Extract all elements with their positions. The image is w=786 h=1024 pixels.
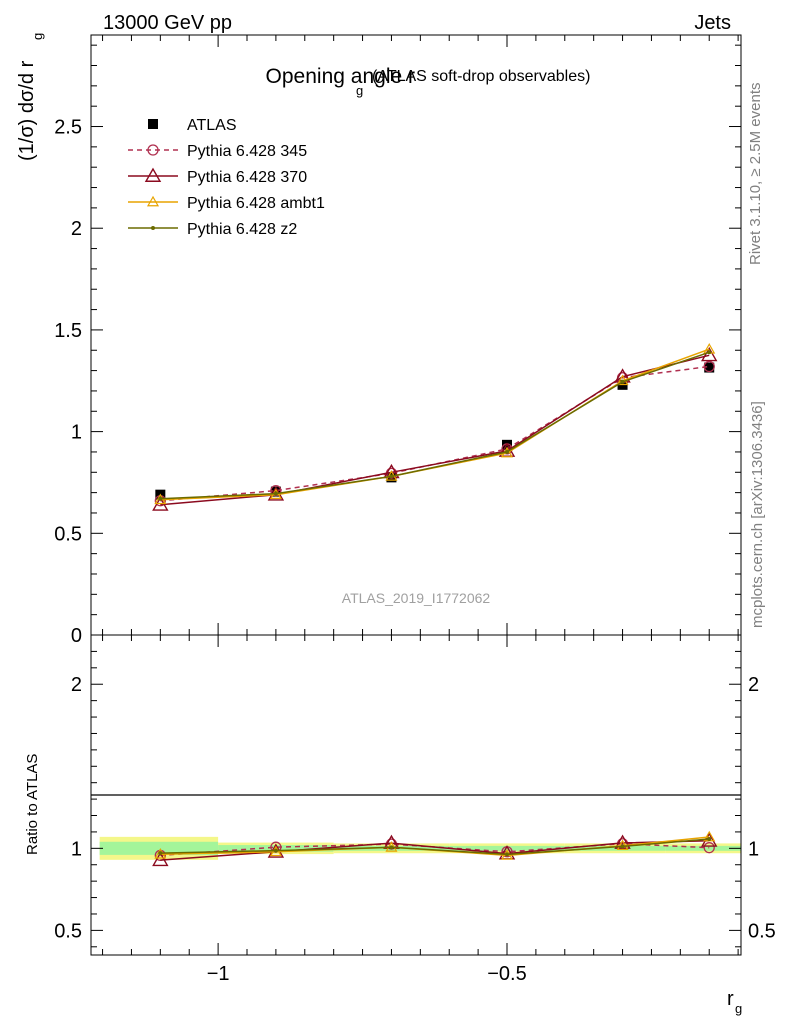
legend-label: Pythia 6.428 ambt1	[187, 195, 325, 212]
x-tick-label: −1	[207, 963, 230, 985]
ratio-y-tick-label-right: 2	[748, 674, 759, 696]
ratio-series-pythia-6-428-370-point	[152, 851, 169, 867]
main-series-group	[152, 343, 718, 511]
ratio-y-tick-labels: 0.5 0.5 1 1 2 2	[54, 674, 776, 942]
main-axis-ticks	[91, 35, 741, 636]
ratio-y-tick-label-left: 1	[71, 838, 82, 860]
x-tick-label: −0.5	[487, 963, 526, 985]
main-series-pythia-6-428-z2-point	[273, 491, 278, 496]
rivet-version-label: Rivet 3.1.10, ≥ 2.5M events	[747, 83, 764, 266]
legend-marker	[146, 195, 160, 207]
ratio-y-tick-label-right: 0.5	[748, 920, 776, 942]
main-series-pythia-6-428-z2-line	[160, 351, 710, 500]
plot-subtitle: (ATLAS soft-drop observables)	[372, 68, 590, 85]
main-series-pythia-6-428-z2-point	[158, 496, 163, 501]
plot-title-subscript: g	[356, 83, 363, 98]
y-axis-label-subscript: g	[30, 33, 45, 40]
main-series-pythia-6-428-370-line	[160, 354, 710, 506]
ratio-series-pythia-6-428-z2-point	[158, 851, 163, 856]
legend-marker	[151, 226, 155, 230]
legend-item-pythia-6-428-345: Pythia 6.428 345	[128, 143, 307, 160]
x-axis-label: r	[727, 988, 734, 1010]
legend-label: ATLAS	[187, 117, 237, 134]
legend-label: Pythia 6.428 370	[187, 169, 307, 186]
x-tick-labels: −1 −0.5	[207, 963, 527, 985]
ratio-series-pythia-6-428-370-line	[160, 840, 710, 861]
x-axis-label-subscript: g	[735, 1001, 742, 1016]
legend-marker	[147, 144, 159, 156]
main-series-pythia-6-428-z2	[158, 350, 712, 501]
ratio-series-pythia-6-428-z2-point	[620, 844, 625, 849]
main-y-tick-labels: 0 0.5 1 1.5 2 2.5	[54, 117, 82, 647]
main-series-pythia-6-428-z2-point	[505, 449, 509, 454]
plot-title: Opening angle r	[266, 65, 415, 88]
energy-label: 13000 GeV pp	[103, 12, 232, 34]
main-panel: 0 0.5 1 1.5 2 2.5 Opening angle r g (ATLAS so…	[16, 33, 742, 647]
main-y-tick-label: 0	[71, 625, 82, 647]
process-label: Jets	[694, 12, 731, 34]
legend-item-atlas: ATLAS	[148, 117, 237, 134]
ratio-axis-ticks	[91, 635, 741, 955]
ratio-band-green	[99, 841, 219, 855]
ratio-series-group	[152, 830, 718, 867]
analysis-watermark: ATLAS_2019_I1772062	[342, 590, 491, 606]
main-y-tick-label: 2.5	[54, 117, 82, 139]
legend-marker	[148, 119, 158, 129]
main-series-pythia-6-428-ambt1-point	[616, 374, 629, 386]
mcplots-label: mcplots.cern.ch [arXiv:1306.3436]	[749, 401, 766, 628]
main-series-pythia-6-428-ambt1-line	[160, 348, 710, 501]
legend: ATLAS Pythia 6.428 345 Pythia 6.428 370 Pyt…	[128, 117, 325, 238]
ratio-y-tick-label-left: 0.5	[54, 920, 82, 942]
ratio-band-green	[449, 845, 565, 851]
ratio-series-pythia-6-428-z2-point	[273, 848, 278, 853]
legend-item-pythia-6-428-ambt1: Pythia 6.428 ambt1	[128, 195, 325, 212]
main-series-atlas-point	[270, 486, 281, 497]
main-y-tick-label: 1.5	[54, 320, 82, 342]
legend-label: Pythia 6.428 z2	[187, 221, 297, 238]
legend-label: Pythia 6.428 345	[187, 143, 307, 160]
main-series-pythia-6-428-345	[154, 360, 715, 507]
main-y-tick-label: 1	[71, 422, 82, 444]
ratio-y-tick-label-right: 1	[748, 838, 759, 860]
ratio-series-pythia-6-428-z2	[158, 836, 712, 857]
main-series-pythia-6-428-370	[152, 346, 718, 511]
ratio-y-tick-label-left: 2	[71, 674, 82, 696]
main-y-tick-label: 0.5	[54, 523, 82, 545]
ratio-y-axis-label: Ratio to ATLAS	[24, 754, 41, 855]
main-series-pythia-6-428-345-point	[703, 360, 715, 373]
ratio-band-green	[665, 845, 741, 851]
main-series-pythia-6-428-z2-point	[389, 474, 394, 479]
main-series-pythia-6-428-z2-point	[620, 379, 625, 384]
ratio-series-pythia-6-428-345-point	[703, 842, 715, 854]
ratio-panel: 0.5 0.5 1 1 2 2 −1 −0.5 Ratio to ATLAS r g	[24, 634, 776, 1016]
legend-item-pythia-6-428-370: Pythia 6.428 370	[128, 167, 307, 186]
y-axis-label: (1/σ) dσ/d r	[16, 60, 38, 161]
ratio-band-green	[218, 845, 334, 852]
ratio-frame	[90, 634, 742, 956]
main-series-atlas	[155, 362, 715, 500]
legend-marker	[144, 167, 162, 182]
ratio-series-pythia-6-428-z2-point	[505, 852, 509, 857]
main-series-pythia-6-428-ambt1	[154, 343, 716, 505]
legend-item-pythia-6-428-z2: Pythia 6.428 z2	[128, 221, 297, 238]
main-series-pythia-6-428-z2-point	[707, 350, 712, 355]
main-series-atlas-point	[704, 362, 715, 373]
main-y-tick-label: 2	[71, 218, 82, 240]
ratio-series-pythia-6-428-z2-point	[707, 836, 712, 841]
ratio-series-pythia-6-428-z2-point	[389, 845, 394, 850]
main-series-pythia-6-428-370-point	[701, 346, 718, 362]
ratio-series-pythia-6-428-ambt1-point	[616, 839, 629, 851]
ratio-series-pythia-6-428-z2-line	[160, 838, 710, 856]
